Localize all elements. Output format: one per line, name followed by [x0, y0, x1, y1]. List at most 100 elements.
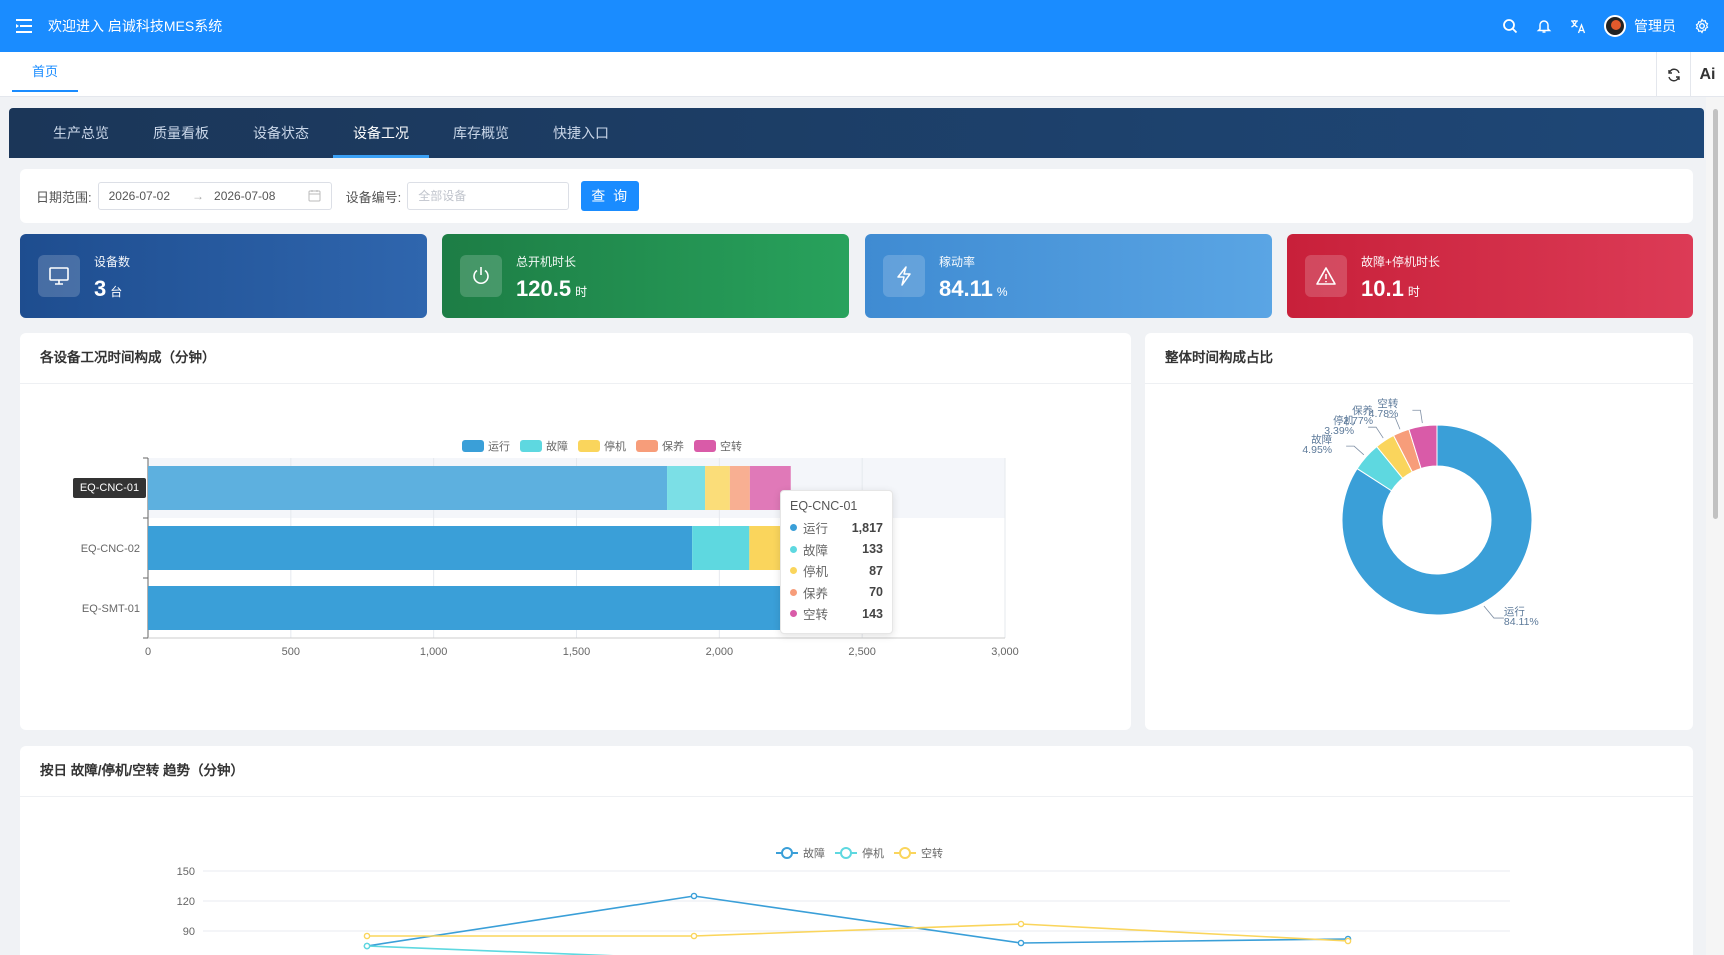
nav-inventory-overview[interactable]: 库存概览: [453, 125, 509, 141]
monitor-icon: [38, 255, 80, 297]
tooltip-row: 运行 1,817: [790, 517, 883, 539]
y-tick-label: 150: [177, 866, 195, 878]
data-point: [1017, 939, 1025, 947]
menu-toggle-icon[interactable]: [12, 14, 36, 38]
legend-label: 故障: [546, 439, 568, 453]
date-range-label: 日期范围:: [36, 189, 92, 205]
refresh-icon[interactable]: [1656, 52, 1690, 97]
bar-segment: [692, 526, 750, 570]
data-point: [363, 932, 371, 940]
legend-label: 停机: [604, 439, 626, 453]
kpi-unit: 时: [1407, 285, 1420, 299]
query-button[interactable]: 查 询: [581, 181, 640, 211]
avatar: [1604, 15, 1626, 37]
x-tick-label: 3,000: [991, 646, 1019, 658]
kpi-unit: 台: [110, 285, 123, 299]
x-tick-label: 1,500: [563, 646, 591, 658]
tooltip-series-value: 70: [869, 585, 883, 600]
kpi-unit: 时: [575, 285, 588, 299]
legend-marker: [781, 847, 793, 859]
slice-leader-line: [1412, 409, 1423, 424]
legend-marker: [899, 847, 911, 859]
ai-assistant-button[interactable]: Ai: [1690, 52, 1724, 97]
y-tick-label: 90: [183, 926, 195, 938]
series-line: [367, 923, 1349, 942]
tooltip-row: 空转 143: [790, 603, 883, 625]
device-input[interactable]: [407, 182, 570, 210]
tooltip-series-name: 停机: [803, 565, 829, 580]
slice-leader-line: [1387, 416, 1401, 430]
data-point: [1017, 920, 1025, 928]
legend-label: 保养: [662, 439, 684, 453]
legend-marker: [840, 847, 852, 859]
kpi-fault-downtime: 故障+停机时长 10.1 时: [1287, 234, 1693, 318]
pie-chart-panel: 整体时间构成占比: [1145, 333, 1693, 730]
line-chart: 90 120 150 故障 停机 空转: [177, 846, 1510, 955]
slice-label: 84.11%: [1504, 616, 1539, 628]
legend-label: 空转: [720, 439, 742, 453]
x-tick-label: 0: [145, 646, 151, 658]
tooltip-row: 停机 87: [790, 560, 883, 582]
legend-label: 故障: [803, 846, 825, 860]
tooltip-series-name: 故障: [803, 543, 829, 558]
date-start[interactable]: 2026-07-02: [108, 189, 171, 203]
nav-equipment-status[interactable]: 设备状态: [253, 125, 309, 141]
nav-quality-board[interactable]: 质量看板: [153, 125, 209, 141]
vertical-scrollbar[interactable]: [1706, 97, 1724, 955]
legend-swatch: [578, 440, 600, 452]
date-end[interactable]: 2026-07-08: [214, 189, 276, 203]
scrollbar-thumb[interactable]: [1713, 109, 1718, 519]
slice-leader-line: [1483, 605, 1504, 619]
data-point: [363, 942, 371, 950]
kpi-value: 84.11: [939, 276, 993, 301]
user-menu[interactable]: 管理员: [1604, 15, 1676, 37]
chart-tooltip: EQ-CNC-01 运行 1,817 故障 133 停机 87 保养 70 空转 143: [780, 490, 893, 634]
donut-slice: [1408, 424, 1438, 470]
tab-home[interactable]: 首页: [12, 52, 78, 92]
bar-segment: [148, 526, 693, 570]
tooltip-series-name: 保养: [803, 586, 829, 601]
lightning-icon: [883, 255, 925, 297]
tooltip-series-value: 87: [869, 563, 883, 578]
bar-segment: [148, 466, 668, 510]
data-point: [1344, 937, 1352, 945]
legend-swatch: [462, 440, 484, 452]
panel-title: 各设备工况时间构成（分钟）: [40, 350, 216, 365]
app-title: 欢迎进入 启诚科技MES系统: [48, 18, 223, 34]
calendar-icon: [308, 190, 321, 202]
slice-label: 4.95%: [1302, 444, 1332, 456]
slice-label: 保养: [1352, 404, 1374, 417]
bar-segment: [148, 586, 824, 630]
slice-label: 运行: [1504, 605, 1526, 618]
tooltip-series-value: 133: [862, 542, 883, 557]
tooltip-series-value: 143: [862, 606, 883, 621]
y-tick-label: 120: [177, 896, 195, 908]
tooltip-title: EQ-CNC-01: [790, 499, 858, 513]
x-tick-label: 1,000: [420, 646, 448, 658]
legend-label: 运行: [488, 440, 510, 453]
nav-production-overview[interactable]: 生产总览: [53, 125, 109, 141]
gear-icon[interactable]: [1694, 18, 1710, 34]
translate-icon[interactable]: [1570, 18, 1586, 34]
tooltip-row: 保养 70: [790, 582, 883, 604]
nav-equipment-condition[interactable]: 设备工况: [333, 108, 429, 158]
date-range-picker[interactable]: 2026-07-02 → 2026-07-08: [97, 182, 332, 210]
slice-label: 4.78%: [1369, 408, 1399, 420]
bell-icon[interactable]: [1536, 18, 1552, 34]
donut-slice: [1341, 424, 1533, 616]
slice-leader-line: [1368, 426, 1384, 439]
kpi-label: 设备数: [94, 255, 131, 269]
nav-quick-entry[interactable]: 快捷入口: [553, 125, 609, 141]
kpi-power-on-hours: 总开机时长 120.5 时: [442, 234, 849, 318]
series-line: [366, 895, 1349, 947]
legend-label: 空转: [921, 846, 943, 860]
search-icon[interactable]: [1502, 18, 1518, 34]
slice-label: 2.77%: [1343, 415, 1373, 427]
power-icon: [460, 255, 502, 297]
top-header: 欢迎进入 启诚科技MES系统 管理员: [0, 0, 1724, 52]
legend-swatch: [694, 440, 716, 452]
panel-title: 按日 故障/停机/空转 趋势（分钟）: [40, 763, 245, 778]
kpi-label: 总开机时长: [516, 255, 577, 269]
